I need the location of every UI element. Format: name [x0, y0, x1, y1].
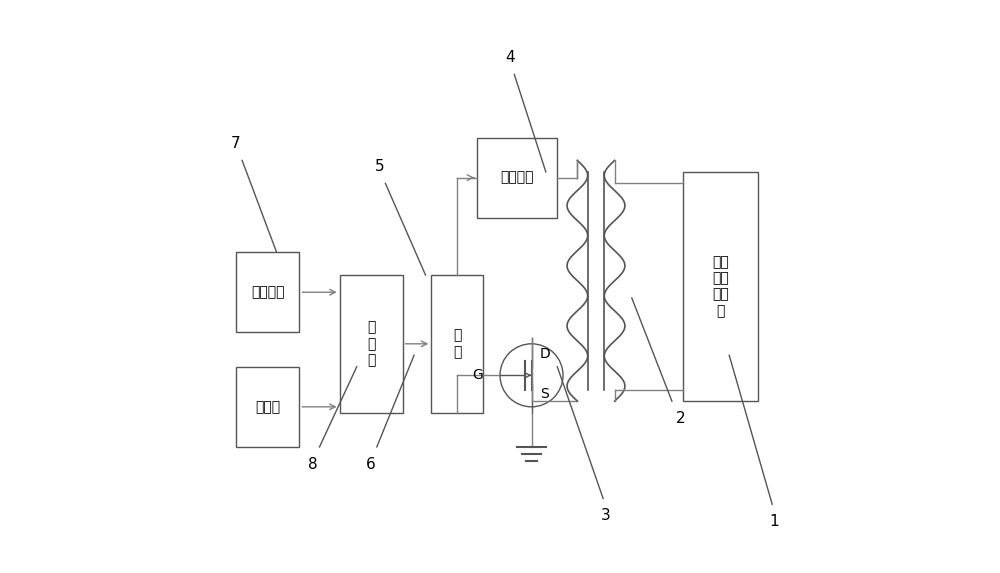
- Text: 7: 7: [230, 136, 240, 151]
- Text: 开关
管组
驱动
端: 开关 管组 驱动 端: [712, 255, 729, 318]
- Text: 3: 3: [601, 508, 611, 523]
- Text: 2: 2: [676, 411, 685, 426]
- Text: 6: 6: [366, 457, 375, 472]
- Text: 控制器: 控制器: [255, 400, 280, 414]
- Text: 触
发
器: 触 发 器: [367, 321, 375, 367]
- Text: 1: 1: [769, 514, 779, 529]
- Text: D: D: [540, 347, 551, 361]
- Text: 逆变电源: 逆变电源: [500, 171, 534, 185]
- FancyBboxPatch shape: [477, 138, 557, 218]
- Text: 振荡电路: 振荡电路: [251, 285, 285, 299]
- FancyBboxPatch shape: [340, 275, 403, 413]
- FancyBboxPatch shape: [683, 172, 758, 401]
- FancyBboxPatch shape: [431, 275, 483, 413]
- Text: 8: 8: [308, 457, 317, 472]
- Text: 4: 4: [506, 50, 515, 65]
- Text: G: G: [472, 368, 483, 382]
- Text: 5: 5: [375, 159, 384, 174]
- Text: 驱
动: 驱 动: [453, 329, 461, 359]
- FancyBboxPatch shape: [236, 367, 299, 447]
- Text: S: S: [540, 387, 549, 401]
- FancyBboxPatch shape: [236, 252, 299, 332]
